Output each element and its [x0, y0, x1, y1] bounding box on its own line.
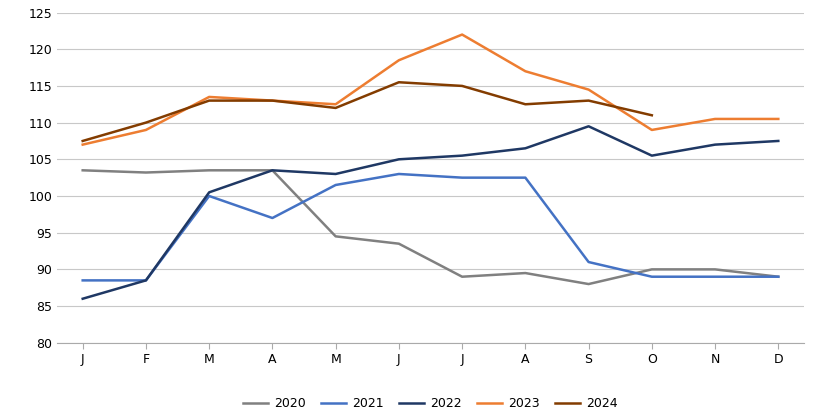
2022: [393, 157, 403, 162]
2020: [646, 267, 656, 272]
2020: [204, 168, 214, 173]
2020: [457, 274, 467, 279]
Line: 2022: 2022: [83, 126, 777, 299]
2020: [393, 241, 403, 246]
2022: [78, 296, 88, 301]
Line: 2024: 2024: [83, 82, 651, 141]
2023: [78, 142, 88, 147]
2021: [78, 278, 88, 283]
2023: [141, 127, 151, 133]
2023: [457, 32, 467, 37]
2021: [583, 260, 593, 265]
2021: [330, 183, 340, 188]
Line: 2021: 2021: [83, 174, 777, 280]
2024: [583, 98, 593, 103]
Line: 2023: 2023: [83, 35, 777, 145]
2022: [330, 171, 340, 176]
2023: [267, 98, 277, 103]
2020: [772, 274, 782, 279]
2020: [141, 170, 151, 175]
2021: [520, 175, 530, 180]
2022: [520, 146, 530, 151]
2022: [141, 278, 151, 283]
2023: [330, 102, 340, 107]
2021: [141, 278, 151, 283]
2023: [772, 117, 782, 122]
2024: [267, 98, 277, 103]
2021: [646, 274, 656, 279]
2022: [583, 124, 593, 129]
2024: [330, 105, 340, 110]
2024: [141, 120, 151, 125]
2020: [330, 234, 340, 239]
2023: [204, 94, 214, 99]
2021: [772, 274, 782, 279]
2021: [267, 216, 277, 221]
2022: [267, 168, 277, 173]
2021: [709, 274, 719, 279]
2020: [709, 267, 719, 272]
2024: [393, 80, 403, 85]
2022: [646, 153, 656, 158]
2024: [78, 138, 88, 143]
2021: [393, 171, 403, 176]
2023: [709, 117, 719, 122]
2021: [457, 175, 467, 180]
2024: [646, 113, 656, 118]
2020: [583, 282, 593, 287]
2022: [772, 138, 782, 143]
2023: [520, 69, 530, 74]
2020: [520, 270, 530, 275]
2022: [204, 190, 214, 195]
Legend: 2020, 2021, 2022, 2023, 2024: 2020, 2021, 2022, 2023, 2024: [238, 392, 622, 415]
2024: [457, 84, 467, 89]
2023: [393, 58, 403, 63]
2022: [709, 142, 719, 147]
2024: [204, 98, 214, 103]
2023: [646, 127, 656, 133]
2022: [457, 153, 467, 158]
2021: [204, 194, 214, 199]
2024: [520, 102, 530, 107]
Line: 2020: 2020: [83, 170, 777, 284]
2020: [78, 168, 88, 173]
2023: [583, 87, 593, 92]
2020: [267, 168, 277, 173]
